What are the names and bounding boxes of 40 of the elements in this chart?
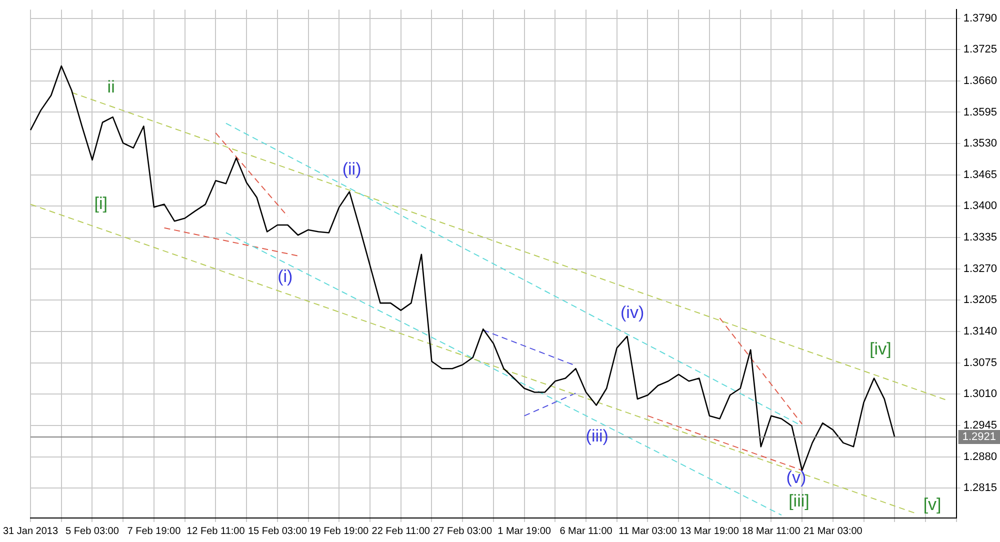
- annotation: (ii): [342, 159, 362, 178]
- y-tick-label: 1.2945: [963, 420, 998, 432]
- y-tick-label: 1.3140: [963, 326, 998, 338]
- x-tick-label: 18 Mar 11:00: [742, 526, 801, 537]
- x-tick-label: 13 Mar 19:00: [680, 526, 740, 537]
- annotation: [v]: [923, 494, 942, 514]
- x-tick-label: 1 Mar 19:00: [498, 526, 552, 537]
- y-tick-label: 1.3075: [963, 356, 998, 369]
- y-tick-label: 1.3725: [963, 44, 998, 56]
- y-tick-label: 1.3660: [963, 74, 998, 87]
- y-tick-label: 1.3205: [963, 294, 998, 306]
- annotation: [i]: [94, 194, 108, 214]
- x-tick-label: 12 Feb 11:00: [186, 526, 246, 537]
- x-tick-label: 5 Feb 03:00: [66, 526, 120, 537]
- y-tick-label: 1.3790: [963, 12, 998, 24]
- annotation: [iv]: [870, 339, 892, 358]
- y-tick-label: 1.3400: [963, 200, 998, 212]
- y-tick-label: 1.3270: [963, 262, 998, 275]
- y-tick-label: 1.3010: [963, 388, 998, 400]
- x-tick-label: 6 Mar 11:00: [560, 526, 613, 537]
- x-tick-label: 15 Feb 03:00: [248, 526, 308, 537]
- annotation: (iv): [620, 302, 644, 322]
- x-tick-label: 7 Feb 19:00: [127, 526, 182, 537]
- annotation: (i): [278, 267, 293, 286]
- x-tick-label: 21 Mar 03:00: [803, 526, 863, 537]
- y-tick-label: 1.3530: [963, 138, 998, 150]
- annotation: [iii]: [788, 491, 810, 510]
- ref-line-label: 1.2921: [962, 431, 996, 444]
- y-tick-label: 1.2880: [963, 450, 998, 463]
- y-tick-label: 1.3335: [963, 232, 998, 244]
- x-tick-label: 19 Feb 19:00: [310, 526, 370, 537]
- annotation: (v): [786, 468, 806, 488]
- x-tick-label: 27 Feb 03:00: [433, 526, 492, 537]
- x-tick-label: 11 Mar 03:00: [618, 526, 678, 537]
- annotation: ii: [107, 78, 115, 97]
- y-tick-label: 1.3595: [963, 106, 998, 118]
- y-tick-label: 1.2815: [963, 482, 998, 494]
- x-tick-label: 22 Feb 11:00: [372, 526, 430, 537]
- y-tick-label: 1.3465: [963, 168, 998, 181]
- x-tick-label: 31 Jan 2013: [2, 526, 58, 537]
